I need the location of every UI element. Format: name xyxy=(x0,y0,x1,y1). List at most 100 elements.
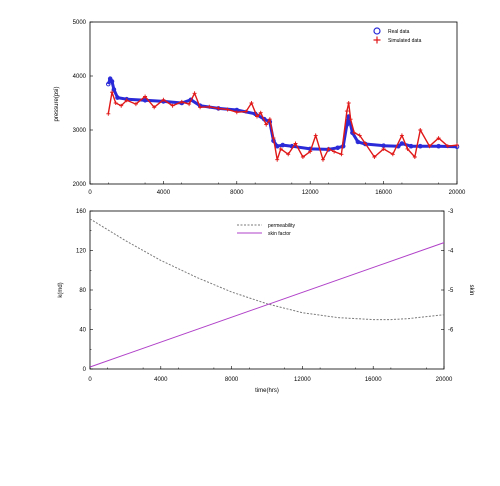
simulated-data-point xyxy=(313,133,318,138)
real-data-point xyxy=(436,143,441,149)
real-data-point xyxy=(355,139,361,145)
simulated-data-point xyxy=(234,110,239,115)
bottom-y-tick-label: 120 xyxy=(76,249,87,255)
simulated-data-point xyxy=(275,157,280,162)
simulated-data-point xyxy=(412,155,417,159)
bottom-y-axis-label: k(md) xyxy=(58,282,64,297)
top-y-tick-label: 4000 xyxy=(73,74,87,80)
simulated-data-point xyxy=(445,144,450,149)
bottom-x-tick-label: 8000 xyxy=(225,377,239,383)
bottom-y-tick-label: 160 xyxy=(76,209,87,215)
bottom-x-tick-label: 16000 xyxy=(365,377,382,383)
simulated-data-point xyxy=(258,110,263,115)
real-data-point xyxy=(280,142,286,148)
simulated-data-point xyxy=(170,103,175,108)
simulated-data-point xyxy=(363,141,368,146)
simulated-data-point xyxy=(455,143,459,148)
simulated-data-point xyxy=(300,155,305,159)
simulated-data-point xyxy=(321,157,325,162)
simulated-data-point xyxy=(293,141,298,146)
top-x-tick-label: 8000 xyxy=(230,190,244,196)
simulated-data-point xyxy=(352,130,357,135)
simulated-data-point xyxy=(216,106,221,111)
bottom-y2-tick-label: -6 xyxy=(448,328,454,334)
simulated-data-point xyxy=(346,101,351,105)
top-ticks: 0 4000 8000 12000 16000 20000 2000 3000 4000 5000 xyxy=(73,20,466,196)
bottom-y2-axis-label: skin xyxy=(468,285,474,296)
real-data-point xyxy=(111,87,117,92)
simulated-data-point xyxy=(372,155,377,159)
top-legend: Real data Simulated data xyxy=(373,27,422,44)
simulated-data-point xyxy=(161,97,166,102)
simulated-data-point xyxy=(143,94,148,99)
bottom-x-tick-label: 0 xyxy=(88,377,92,383)
simulated-data-point xyxy=(119,103,124,108)
simulated-data-line xyxy=(107,91,458,162)
simulated-data-point xyxy=(198,105,203,110)
simulated-data-point xyxy=(427,144,432,149)
bottom-x-tick-label: 20000 xyxy=(436,377,453,383)
real-data-line xyxy=(106,77,458,151)
simulated-data-point xyxy=(399,133,404,138)
top-x-tick-label: 20000 xyxy=(449,190,466,196)
top-series xyxy=(106,76,460,162)
bottom-y-tick-label: 80 xyxy=(79,288,86,294)
skin-factor-line xyxy=(89,242,445,368)
simulated-data-point xyxy=(286,152,291,157)
real-data-point xyxy=(399,141,405,146)
bottom-y-tick-label: 40 xyxy=(79,328,86,334)
legend-real-marker xyxy=(373,27,381,35)
simulated-data-point xyxy=(344,109,349,114)
simulated-data-point xyxy=(249,101,254,105)
simulated-data-point xyxy=(113,101,118,105)
bottom-y2-tick-label: -3 xyxy=(448,209,454,215)
simulated-data-point xyxy=(271,136,276,141)
simulated-data-point xyxy=(405,146,410,151)
bottom-ticks: 0 4000 8000 12000 16000 20000 0 40 80 120 160 -3 -4 -… xyxy=(76,209,454,383)
simulated-data-point xyxy=(308,149,313,154)
simulated-data-point xyxy=(187,102,192,107)
simulated-data-point xyxy=(192,91,197,96)
simulated-data-point xyxy=(207,104,212,109)
simulated-data-point xyxy=(436,136,441,141)
bottom-y-tick-label: 0 xyxy=(83,367,87,373)
real-data-point xyxy=(115,95,120,100)
legend-skin-label: skin factor xyxy=(268,231,291,237)
simulated-data-point xyxy=(357,133,362,138)
simulated-data-point xyxy=(278,146,283,151)
bottom-series xyxy=(89,218,445,368)
top-plot-frame xyxy=(89,21,458,185)
top-y-axis-label: pressure(psi) xyxy=(54,86,60,121)
simulated-data-point xyxy=(264,122,269,127)
simulated-data-point xyxy=(381,146,386,151)
top-x-tick-label: 12000 xyxy=(302,190,319,196)
top-y-tick-label: 5000 xyxy=(73,20,87,26)
real-data-point xyxy=(408,143,414,149)
bottom-x-tick-label: 4000 xyxy=(154,377,168,383)
top-x-tick-label: 16000 xyxy=(375,190,392,196)
simulated-data-point xyxy=(326,146,331,151)
simulated-data-point xyxy=(332,149,337,154)
simulated-data-point xyxy=(179,99,184,104)
top-y-tick-label: 2000 xyxy=(73,182,87,188)
simulated-data-point xyxy=(348,117,353,122)
real-data-point xyxy=(418,143,423,149)
real-data-point xyxy=(109,79,115,84)
simulated-data-point xyxy=(267,117,272,122)
simulated-data-point xyxy=(339,152,344,157)
top-y-tick-label: 3000 xyxy=(73,128,87,134)
simulated-data-point xyxy=(390,152,395,157)
simulated-data-point xyxy=(152,105,157,110)
real-data-point xyxy=(106,81,111,87)
simulated-data-point xyxy=(110,90,114,95)
bottom-y2-tick-label: -4 xyxy=(448,249,454,255)
simulated-data-point xyxy=(225,107,230,112)
top-x-tick-label: 0 xyxy=(88,190,92,196)
permeability-line xyxy=(89,218,445,321)
simulated-data-point xyxy=(124,98,129,103)
real-data-point xyxy=(335,145,341,151)
bottom-plot-frame xyxy=(89,210,445,370)
simulated-data-point xyxy=(106,111,111,116)
